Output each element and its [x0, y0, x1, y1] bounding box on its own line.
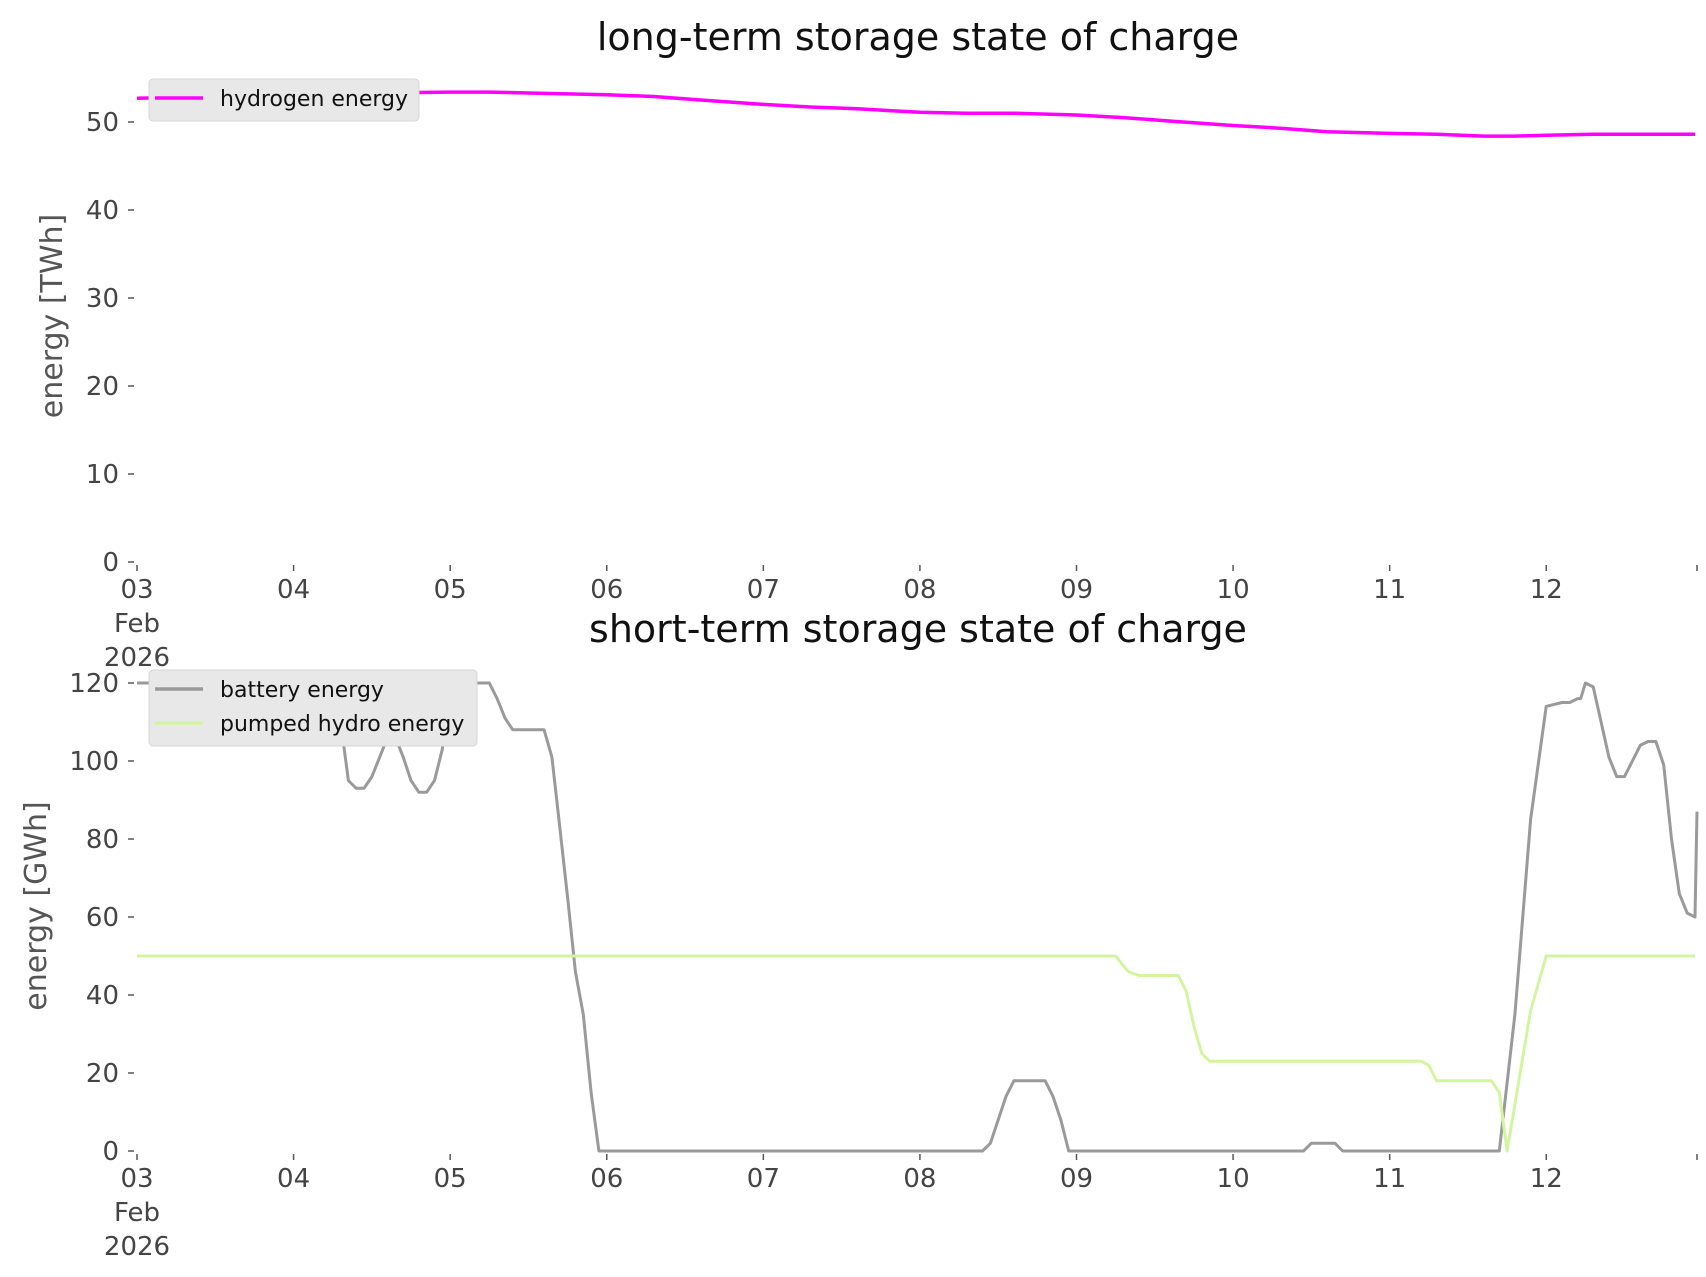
long-term-x-tick-label: 11: [1373, 575, 1406, 605]
legend-label: pumped hydro energy: [220, 712, 464, 737]
long-term-y-tick-label: 50: [86, 108, 119, 138]
short-term-y-axis-label: energy [GWh]: [19, 801, 54, 1010]
long-term-y-tick-label: 10: [86, 460, 119, 490]
short-term-y-tick-label: 80: [86, 825, 119, 855]
legend-label: battery energy: [220, 678, 384, 703]
short-term-x-tick-label: 08: [903, 1164, 936, 1194]
short-term-x-tick-label: 11: [1373, 1164, 1406, 1194]
long-term-x-tick-label: 05: [434, 575, 467, 605]
long-term-y-tick-label: 30: [86, 284, 119, 314]
series-line-battery-energy: [137, 681, 1699, 1153]
long-term-chart-title: long-term storage state of charge: [597, 15, 1239, 59]
short-term-x-tick-label: 12: [1530, 1164, 1563, 1194]
short-term-y-tick-label: 0: [102, 1137, 119, 1167]
short-term-x-tick-label: 10: [1217, 1164, 1250, 1194]
long-term-y-tick-label: 40: [86, 196, 119, 226]
short-term-x-axis-ticks: 03 Feb 2026 04 05 06 07 08 09 10 11 12: [104, 1154, 1698, 1262]
long-term-x-tick-label: 06: [590, 575, 623, 605]
short-term-y-tick-label: 40: [86, 981, 119, 1011]
short-term-legend-box: [148, 669, 478, 747]
legend-label: hydrogen energy: [220, 87, 408, 112]
long-term-x-tick-label: 10: [1217, 575, 1250, 605]
long-term-x-tick-label: 07: [747, 575, 780, 605]
long-term-chart-panel: long-term storage state of charge energy…: [35, 15, 1698, 673]
short-term-y-tick-label: 20: [86, 1059, 119, 1089]
short-term-series: [137, 681, 1699, 1153]
long-term-y-tick-label: 0: [102, 548, 119, 578]
short-term-chart-panel: short-term storage state of charge energ…: [19, 607, 1699, 1262]
short-term-y-tick-label: 60: [86, 903, 119, 933]
short-term-x-tick-label: 04: [277, 1164, 310, 1194]
series-line-hydrogen-energy: [136, 90, 1695, 138]
long-term-y-axis-label: energy [TWh]: [35, 214, 70, 418]
long-term-x-tick-label: 09: [1060, 575, 1093, 605]
long-term-x-axis-ticks: 03 Feb 2026 04 05 06 07 08 09 10 11 12: [104, 565, 1698, 673]
short-term-x-tick-label: 07: [747, 1164, 780, 1194]
long-term-y-axis-ticks: 0 10 20 30 40 50: [86, 108, 134, 578]
short-term-x-tick-label: 06: [590, 1164, 623, 1194]
long-term-legend-box: [148, 78, 420, 122]
short-term-x-tick-label: 09: [1060, 1164, 1093, 1194]
short-term-chart-title: short-term storage state of charge: [589, 607, 1247, 651]
long-term-x-tick-label: 12: [1530, 575, 1563, 605]
short-term-legend: battery energy pumped hydro energy: [148, 669, 478, 747]
short-term-y-tick-label: 100: [69, 747, 119, 777]
series-line-pumped-hydro-energy: [137, 954, 1695, 1153]
short-term-y-tick-label: 120: [69, 669, 119, 699]
long-term-series: [136, 90, 1695, 138]
short-term-y-axis-ticks: 0 20 40 60 80 100 120: [69, 669, 134, 1167]
long-term-x-tick-label: 08: [903, 575, 936, 605]
long-term-y-tick-label: 20: [86, 372, 119, 402]
short-term-x-tick-label: 05: [434, 1164, 467, 1194]
long-term-x-tick-label: 04: [277, 575, 310, 605]
short-term-x-tick-label: 03 Feb 2026: [104, 1164, 170, 1262]
long-term-x-tick-label: 03 Feb 2026: [104, 575, 170, 673]
long-term-legend: hydrogen energy: [148, 78, 420, 122]
